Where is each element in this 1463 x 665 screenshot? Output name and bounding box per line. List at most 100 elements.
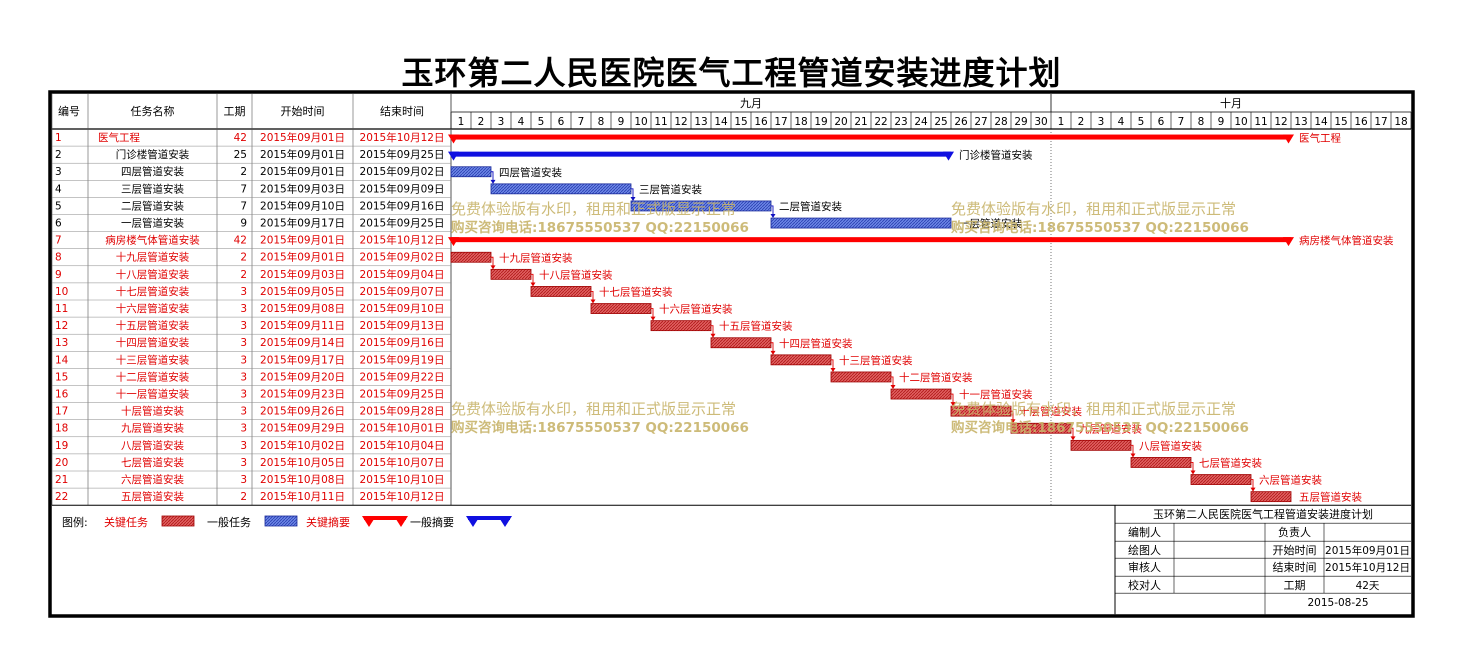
bar-label: 十一层管道安装 [959, 388, 1033, 401]
bar-label: 四层管道安装 [499, 166, 562, 179]
watermark-line: 购买咨询电话:18675550537 QQ:22150066 [951, 419, 1249, 436]
task-start: 2015年10月11日 [260, 490, 345, 503]
summary-end-marker [1283, 237, 1294, 247]
summary-end-marker [1283, 134, 1294, 144]
task-id: 11 [55, 303, 68, 315]
task-name: 十一层管道安装 [116, 388, 190, 401]
task-id: 6 [55, 218, 62, 230]
task-duration: 3 [240, 457, 247, 469]
dependency-line [1131, 444, 1134, 455]
day-label: 13 [694, 116, 707, 128]
task-name: 十八层管道安装 [116, 268, 190, 281]
bar-label: 十九层管道安装 [499, 251, 573, 264]
day-label: 20 [834, 116, 847, 128]
day-label: 2 [478, 116, 485, 128]
bar-label: 门诊楼管道安装 [959, 149, 1033, 162]
task-duration: 3 [240, 389, 247, 401]
day-label: 11 [654, 116, 667, 128]
task-bar [830, 371, 892, 383]
task-duration: 2 [240, 252, 247, 264]
day-label: 7 [1178, 116, 1185, 128]
day-label: 4 [518, 116, 525, 128]
task-bar [710, 337, 772, 349]
dependency-line [651, 308, 654, 318]
task-end: 2015年09月25日 [360, 217, 445, 230]
task-id: 15 [55, 371, 68, 383]
summary-bar: 医气工程 [448, 132, 1341, 145]
summary-bar: 门诊楼管道安装 [448, 149, 1033, 162]
info-date: 2015-08-25 [1307, 597, 1368, 609]
dependency-arrow [1130, 453, 1136, 458]
task-duration: 7 [240, 200, 247, 212]
dependency-arrow [770, 350, 776, 355]
dependency-line [491, 256, 494, 267]
task-start: 2015年09月20日 [260, 370, 345, 383]
task-duration: 3 [240, 354, 247, 366]
day-label: 6 [558, 116, 565, 128]
watermark-line: 购买咨询电话:18675550537 QQ:22150066 [451, 419, 749, 436]
bar-label: 十层管道安装 [1019, 405, 1082, 418]
page-title: 玉环第二人民医院医气工程管道安装进度计划 [401, 54, 1062, 92]
task-start: 2015年09月17日 [260, 217, 345, 230]
task-duration: 3 [240, 406, 247, 418]
legend-label: 图例: [62, 515, 88, 529]
task-name: 九层管道安装 [121, 422, 184, 435]
task-bar [1070, 439, 1132, 451]
legend-swatch-marker [362, 516, 376, 527]
task-end: 2015年10月12日 [360, 490, 445, 503]
day-label: 16 [1354, 116, 1368, 128]
task-name: 十二层管道安装 [116, 370, 190, 383]
dependency-arrow [830, 367, 836, 372]
task-bar [770, 354, 832, 366]
task-start: 2015年09月29日 [260, 422, 345, 435]
day-label: 15 [1334, 116, 1347, 128]
task-start: 2015年10月08日 [260, 473, 345, 486]
bar-label: 十八层管道安装 [539, 268, 613, 281]
legend-swatch-marker [394, 516, 408, 527]
info-label: 绘图人 [1128, 543, 1161, 557]
task-id: 12 [55, 320, 68, 332]
dependency-arrow [590, 299, 596, 304]
day-label: 29 [1014, 116, 1027, 128]
task-end: 2015年09月07日 [360, 285, 445, 298]
task-duration: 2 [240, 166, 247, 178]
bar-label: 七层管道安装 [1199, 456, 1262, 469]
bar-label: 十四层管道安装 [779, 337, 853, 350]
task-end: 2015年10月12日 [360, 234, 445, 247]
task-start: 2015年09月01日 [260, 165, 345, 178]
day-label: 8 [1198, 116, 1205, 128]
task-name: 二层管道安装 [121, 199, 184, 212]
task-bar [450, 166, 492, 178]
task-name: 四层管道安装 [121, 165, 184, 178]
dependency-line [491, 171, 494, 181]
info-label: 负责人 [1278, 525, 1311, 539]
info-label: 审核人 [1128, 560, 1161, 574]
task-end: 2015年09月13日 [360, 319, 445, 332]
watermark-line: 免费体验版有水印，租用和正式版显示正常 [451, 200, 736, 218]
summary-start-marker [448, 134, 459, 144]
summary-bar-line [451, 151, 951, 157]
day-label: 13 [1294, 116, 1307, 128]
dependency-arrow [630, 196, 636, 201]
task-name: 一层管道安装 [121, 217, 184, 230]
day-label: 25 [934, 116, 947, 128]
task-duration: 25 [234, 149, 247, 161]
info-label: 开始时间 [1273, 543, 1317, 557]
info-value: 42天 [1356, 580, 1380, 592]
task-id: 16 [55, 389, 69, 401]
task-bar [770, 217, 952, 229]
task-start: 2015年09月01日 [260, 251, 345, 264]
outer-border [48, 90, 1415, 618]
task-end: 2015年09月16日 [360, 199, 445, 212]
task-id: 7 [55, 235, 62, 247]
dependency-arrow [1190, 470, 1196, 475]
task-duration: 42 [234, 132, 247, 144]
task-start: 2015年09月23日 [260, 388, 345, 401]
legend-item-label: 一般任务 [207, 516, 251, 529]
task-start: 2015年09月08日 [260, 302, 345, 315]
task-bar [590, 303, 652, 314]
task-bar [890, 388, 952, 400]
column-header: 工期 [224, 105, 246, 118]
task-duration: 3 [240, 474, 247, 486]
task-name: 五层管道安装 [121, 490, 184, 503]
